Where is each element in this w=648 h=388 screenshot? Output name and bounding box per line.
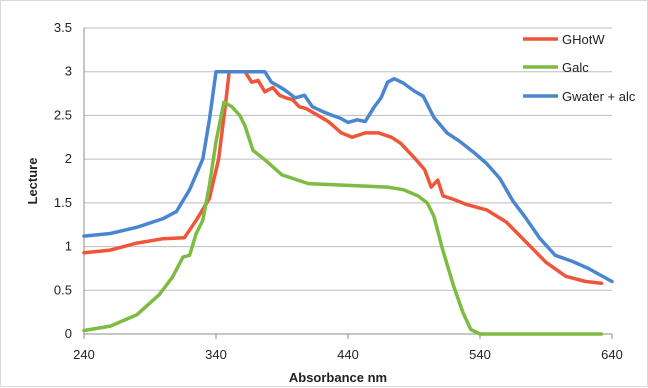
y-axis-title: Lecture (25, 158, 40, 205)
legend-label: Gwater + alc (562, 89, 636, 104)
y-axis-ticks: 0 0.5 1 1.5 2 2.5 3 3.5 (54, 20, 72, 341)
x-tick-label: 440 (337, 347, 359, 362)
y-tick-label: 2 (65, 151, 72, 166)
x-tick-label: 640 (601, 347, 623, 362)
x-tick-label: 340 (205, 347, 227, 362)
x-tick-label: 540 (469, 347, 491, 362)
x-axis-ticks: 240 340 440 540 640 (73, 334, 623, 362)
series-line-1 (82, 69, 604, 286)
legend-label: Galc (562, 60, 589, 75)
x-tick-label: 240 (73, 347, 95, 362)
legend: GHotW Galc Gwater + alc (523, 32, 636, 104)
series-line-3 (82, 69, 614, 284)
series-line-2 (82, 100, 604, 336)
x-axis-title: Absorbance nm (289, 370, 387, 385)
y-tick-label: 3.5 (54, 20, 72, 35)
y-tick-label: 0.5 (54, 282, 72, 297)
y-tick-label: 1 (65, 239, 72, 254)
y-tick-label: 3 (65, 64, 72, 79)
y-tick-label: 2.5 (54, 107, 72, 122)
series-layer (82, 69, 614, 336)
y-tick-label: 0 (65, 326, 72, 341)
y-tick-label: 1.5 (54, 195, 72, 210)
legend-label: GHotW (562, 32, 605, 47)
